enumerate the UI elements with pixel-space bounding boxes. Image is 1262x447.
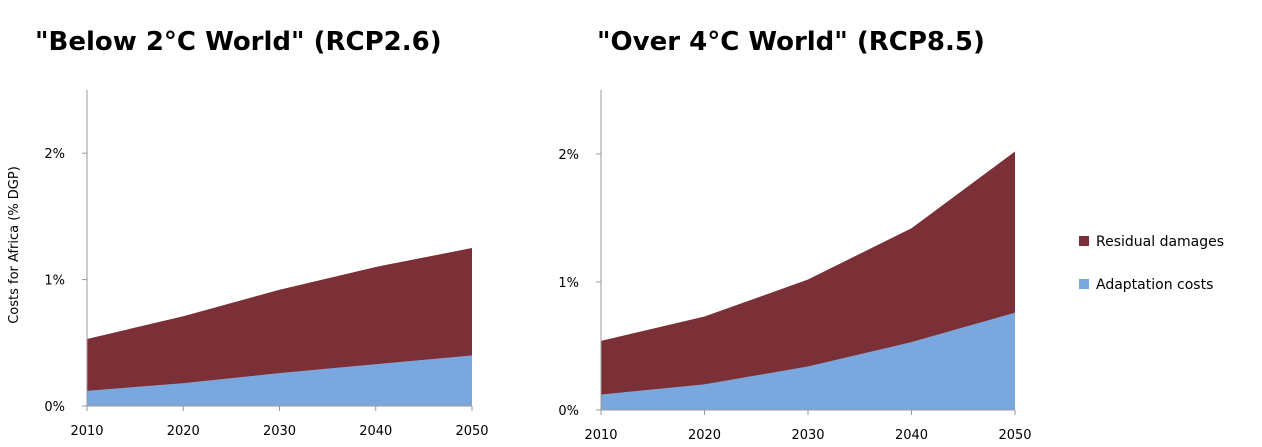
y-tick-label: 0% — [558, 404, 579, 419]
y-tick-label: 2% — [558, 148, 579, 163]
legend-swatch-adaptation-costs — [1079, 279, 1089, 289]
x-tick-label: 2020 — [167, 424, 200, 439]
x-tick-label: 2040 — [359, 424, 392, 439]
x-tick-label: 2010 — [584, 428, 617, 443]
area-residual-damages — [601, 151, 1015, 395]
chart-left-title: "Below 2°C World" (RCP2.6) — [35, 27, 442, 57]
area-adaptation-costs — [87, 355, 472, 406]
chart-right: "Over 4°C World" (RCP8.5) 0% 1% 2% 2010 2020… — [558, 27, 1031, 443]
chart-left: "Below 2°C World" (RCP2.6) Costs for Afr… — [7, 27, 489, 439]
y-tick-label: 1% — [558, 276, 579, 291]
chart-right-plot: 0% 1% 2% 2010 2020 2030 2040 2050 — [558, 90, 1032, 443]
y-tick-label: 2% — [44, 147, 65, 162]
area-adaptation-costs — [601, 312, 1015, 410]
y-tick-label: 0% — [44, 400, 65, 415]
x-tick-label: 2040 — [895, 428, 928, 443]
legend-swatch-residual-damages — [1079, 236, 1089, 246]
chart-right-title: "Over 4°C World" (RCP8.5) — [597, 27, 985, 57]
x-tick-label: 2050 — [998, 428, 1031, 443]
y-tick-label: 1% — [44, 274, 65, 289]
chart-left-plot: 0% 1% 2% 2010 2020 2030 2040 2050 — [44, 90, 489, 439]
legend: Residual damages Adaptation costs — [1079, 234, 1224, 293]
x-tick-label: 2030 — [791, 428, 824, 443]
x-tick-label: 2020 — [688, 428, 721, 443]
x-tick-label: 2010 — [70, 424, 103, 439]
x-tick-label: 2050 — [455, 424, 488, 439]
legend-label-residual-damages: Residual damages — [1096, 234, 1224, 250]
chart-left-y-axis-label: Costs for Africa (% DGP) — [7, 166, 22, 324]
area-residual-damages — [87, 248, 472, 391]
x-tick-label: 2030 — [263, 424, 296, 439]
legend-label-adaptation-costs: Adaptation costs — [1096, 277, 1213, 293]
